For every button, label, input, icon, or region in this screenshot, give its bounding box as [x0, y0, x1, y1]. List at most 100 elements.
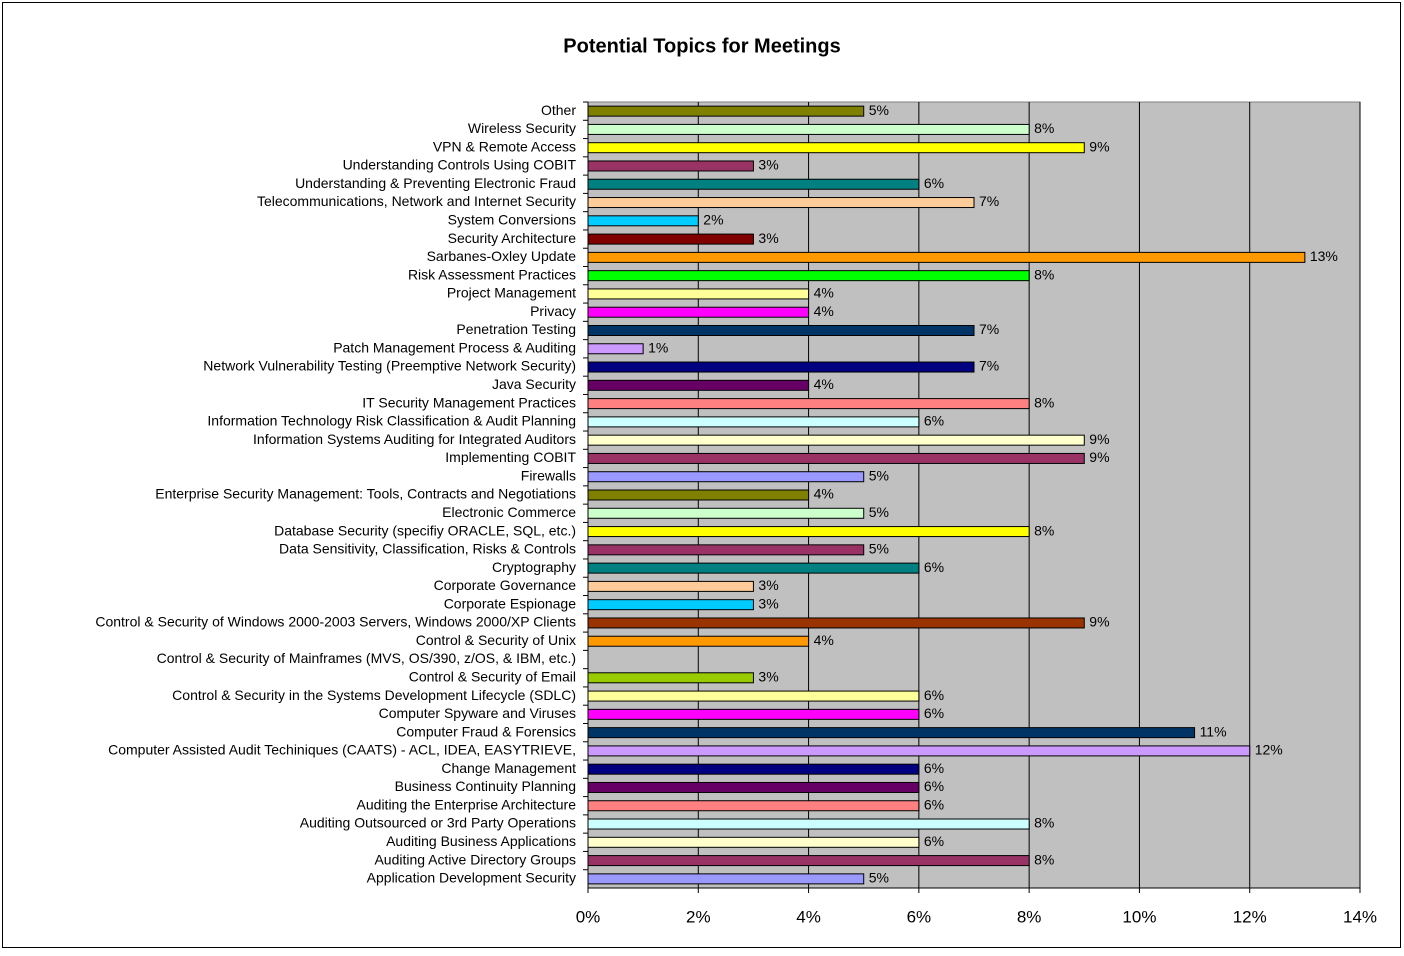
- y-tick-label: Computer Spyware and Viruses: [379, 705, 576, 721]
- y-tick-label: IT Security Management Practices: [362, 394, 576, 410]
- y-tick-label: Database Security (specifiy ORACLE, SQL,…: [274, 522, 576, 538]
- data-label: 8%: [1034, 815, 1054, 831]
- x-tick-label: 4%: [796, 907, 821, 926]
- bar: [587, 379, 810, 391]
- data-label: 6%: [924, 413, 944, 429]
- y-tick-label: Understanding Controls Using COBIT: [343, 157, 577, 173]
- y-tick-label: Control & Security of Unix: [416, 632, 576, 648]
- bar: [587, 361, 975, 373]
- y-tick-label: Enterprise Security Management: Tools, C…: [155, 486, 576, 502]
- bar: [587, 416, 920, 428]
- data-label: 8%: [1034, 851, 1054, 867]
- bar: [587, 781, 920, 793]
- data-label: 6%: [924, 705, 944, 721]
- bar: [587, 763, 920, 775]
- y-tick-label: System Conversions: [448, 212, 576, 228]
- bar: [587, 544, 865, 556]
- y-tick-label: Electronic Commerce: [442, 504, 576, 520]
- y-tick-label: Corporate Governance: [434, 577, 577, 593]
- bar: [587, 251, 1306, 263]
- y-tick-label: Penetration Testing: [456, 321, 576, 337]
- data-label: 9%: [1089, 614, 1109, 630]
- data-label: 4%: [814, 632, 834, 648]
- bar: [587, 599, 754, 611]
- data-label: 6%: [924, 175, 944, 191]
- bar: [587, 617, 1085, 629]
- bar: [587, 434, 1085, 446]
- bar: [587, 398, 1030, 410]
- data-label: 6%: [924, 796, 944, 812]
- bar: [587, 270, 1030, 282]
- bar: [587, 197, 975, 209]
- data-label: 5%: [869, 870, 889, 886]
- bar: [587, 105, 865, 117]
- bar: [587, 178, 920, 190]
- x-tick-label: 10%: [1122, 907, 1156, 926]
- bar: [587, 233, 754, 245]
- data-label: 5%: [869, 541, 889, 557]
- x-tick-label: 12%: [1233, 907, 1267, 926]
- bar: [587, 452, 1085, 464]
- y-tick-label: Auditing Active Directory Groups: [374, 851, 576, 867]
- x-tick-label: 6%: [907, 907, 932, 926]
- y-tick-label: Business Continuity Planning: [395, 778, 576, 794]
- bar: [587, 142, 1085, 154]
- x-tick-label: 14%: [1343, 907, 1377, 926]
- y-tick-label: Implementing COBIT: [445, 449, 576, 465]
- y-tick-label: Patch Management Process & Auditing: [333, 339, 576, 355]
- y-tick-label: Project Management: [447, 285, 576, 301]
- y-tick-label: Information Systems Auditing for Integra…: [253, 431, 576, 447]
- data-label: 8%: [1034, 266, 1054, 282]
- data-label: 7%: [979, 321, 999, 337]
- data-label: 13%: [1310, 248, 1338, 264]
- bar: [587, 818, 1030, 830]
- bar: [587, 526, 1030, 538]
- bar: [587, 800, 920, 812]
- y-tick-label: Auditing Outsourced or 3rd Party Operati…: [300, 815, 576, 831]
- y-tick-label: VPN & Remote Access: [433, 138, 576, 154]
- data-label: 3%: [758, 595, 778, 611]
- data-label: 6%: [924, 778, 944, 794]
- data-label: 4%: [814, 303, 834, 319]
- bar: [587, 855, 1030, 867]
- data-label: 12%: [1255, 742, 1283, 758]
- data-label: 9%: [1089, 138, 1109, 154]
- bar: [587, 288, 810, 300]
- data-label: 11%: [1200, 723, 1227, 739]
- data-label: 2%: [703, 212, 723, 228]
- bar: [587, 471, 865, 483]
- bar: [587, 745, 1251, 757]
- data-label: 8%: [1034, 120, 1054, 136]
- y-tick-label: Security Architecture: [448, 230, 577, 246]
- x-tick-label: 2%: [686, 907, 711, 926]
- bar: [587, 160, 754, 172]
- y-tick-label: Wireless Security: [468, 120, 576, 136]
- bar: [587, 507, 865, 519]
- bar: [587, 635, 810, 647]
- bar: [587, 873, 865, 885]
- data-label: 3%: [758, 230, 778, 246]
- data-label: 3%: [758, 668, 778, 684]
- y-tick-label: Change Management: [441, 760, 576, 776]
- bar: [587, 708, 920, 720]
- data-label: 5%: [869, 102, 889, 118]
- data-label: 6%: [924, 687, 944, 703]
- bar: [587, 123, 1030, 135]
- y-tick-label: Risk Assessment Practices: [408, 266, 576, 282]
- x-tick-label: 0%: [576, 907, 601, 926]
- y-tick-label: Control & Security of Windows 2000-2003 …: [95, 614, 576, 630]
- bar: [587, 562, 920, 574]
- y-tick-label: Telecommunications, Network and Internet…: [257, 193, 576, 209]
- data-label: 1%: [648, 339, 668, 355]
- y-tick-label: Network Vulnerability Testing (Preemptiv…: [203, 358, 576, 374]
- bar: [587, 836, 920, 848]
- data-label: 6%: [924, 559, 944, 575]
- data-label: 4%: [814, 376, 834, 392]
- y-tick-label: Java Security: [492, 376, 576, 392]
- y-tick-label: Information Technology Risk Classificati…: [207, 413, 576, 429]
- y-tick-label: Cryptography: [492, 559, 576, 575]
- y-tick-label: Privacy: [530, 303, 576, 319]
- data-label: 5%: [869, 504, 889, 520]
- bar: [587, 672, 754, 684]
- y-tick-label: Computer Fraud & Forensics: [396, 723, 576, 739]
